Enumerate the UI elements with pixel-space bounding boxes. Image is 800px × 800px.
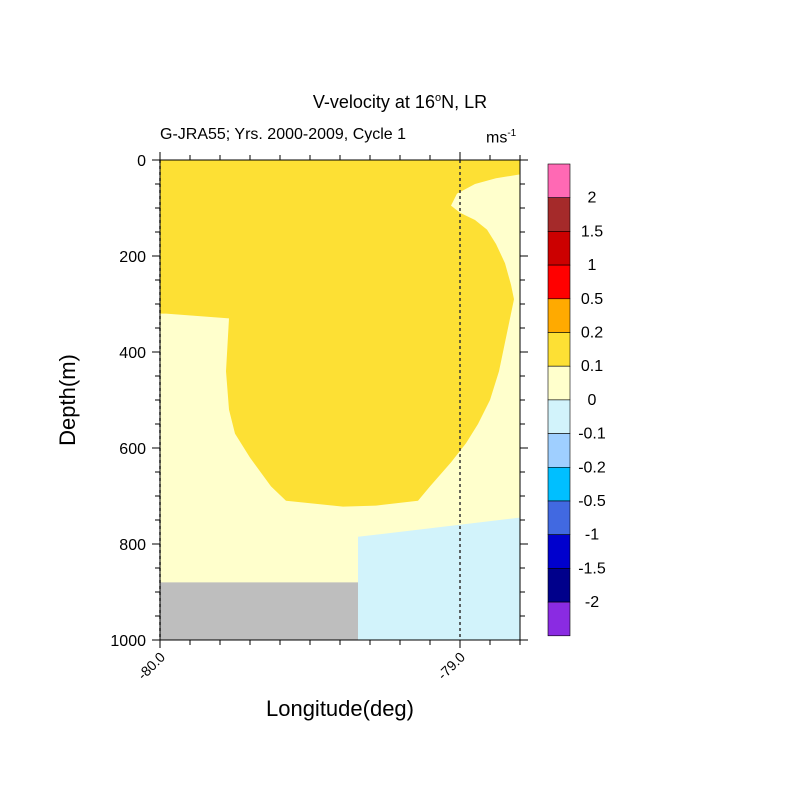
chart-subtitle: G-JRA55; Yrs. 2000-2009, Cycle 1: [160, 126, 407, 143]
x-tick-label: -80.0: [134, 649, 168, 683]
colorbar-label: 1: [588, 257, 597, 274]
axis-ticks: [152, 152, 528, 648]
chart-title: V-velocity at 16oN, LR: [312, 92, 488, 112]
y-tick-label: 1000: [110, 633, 146, 650]
region-2: [358, 517, 520, 640]
colorbar-label: 2: [588, 190, 597, 207]
colorbar-box: [547, 298, 571, 333]
colorbar-box: [547, 433, 571, 468]
colorbar-label: 0: [588, 392, 597, 409]
y-tick-label: 400: [119, 345, 146, 362]
region-3: [160, 582, 358, 640]
y-tick-label: 600: [119, 441, 146, 458]
units-label: ms-1: [486, 128, 517, 147]
y-tick-label: 800: [119, 537, 146, 554]
colorbar-box: [547, 568, 571, 603]
colorbar-label: -0.2: [578, 459, 606, 476]
colorbar-label: -0.1: [578, 426, 606, 443]
y-tick-label: 0: [137, 153, 146, 170]
colorbar-box: [547, 163, 571, 199]
colorbar-box: [547, 466, 571, 502]
colorbar-label: -1.5: [578, 560, 606, 577]
colorbar-label: -0.5: [578, 493, 606, 510]
colorbar-box: [547, 332, 571, 367]
colorbar-label: 0.1: [581, 358, 603, 375]
colorbar-label: 0.2: [581, 325, 603, 342]
colorbar-box: [547, 365, 571, 401]
y-tick-label: 200: [119, 249, 146, 266]
colorbar-label: 0.5: [581, 291, 603, 308]
colorbar-box: [547, 500, 571, 536]
colorbar-label: -1: [585, 527, 599, 544]
region-1: [160, 160, 520, 507]
colorbar-box: [547, 534, 571, 569]
x-tick-label: -79.0: [434, 649, 468, 683]
colorbar-box: [547, 231, 571, 266]
colorbar-box: [547, 264, 571, 300]
contour-fill-layer: [160, 160, 520, 640]
colorbar-label: -2: [585, 594, 599, 611]
colorbar-label: 1.5: [581, 223, 603, 240]
colorbar: 2 1.5 1 0.5 0.2 0.1 0 -0.1 -0.2 -0.5 -1 -1.5 -2: [547, 163, 606, 637]
x-axis-label: Longitude(deg): [265, 696, 414, 721]
y-axis-label: Depth(m): [55, 354, 80, 446]
colorbar-box: [547, 399, 571, 434]
colorbar-box: [547, 197, 571, 232]
colorbar-box: [547, 601, 571, 637]
